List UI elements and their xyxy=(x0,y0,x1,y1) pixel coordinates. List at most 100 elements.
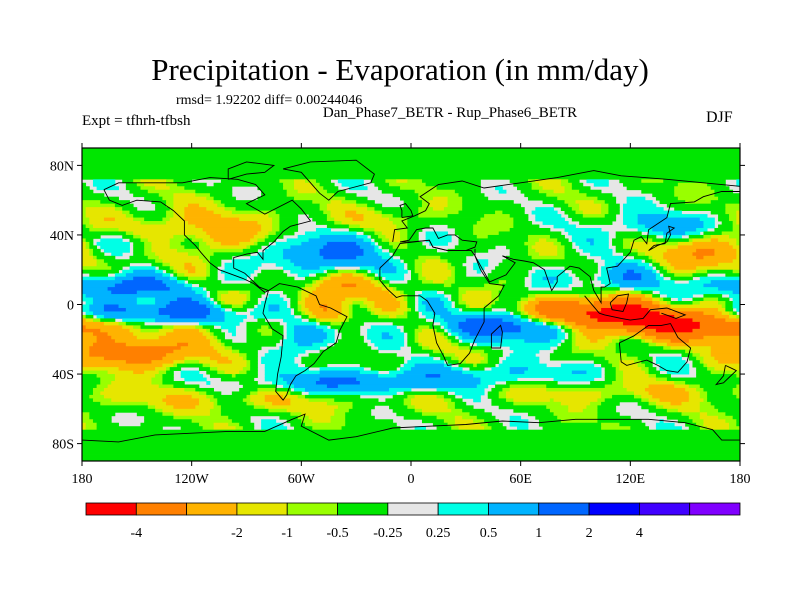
field-cell xyxy=(144,370,160,375)
field-cell xyxy=(144,248,152,253)
field-cell xyxy=(685,381,740,385)
field-cell xyxy=(407,266,416,271)
field-cell xyxy=(370,367,397,371)
field-cell xyxy=(400,196,419,201)
field-cell xyxy=(652,294,660,298)
field-cell xyxy=(586,370,602,375)
field-cell xyxy=(330,200,342,205)
field-cell xyxy=(133,234,141,239)
field-cell xyxy=(725,301,734,305)
field-cell xyxy=(601,290,617,295)
field-cell xyxy=(96,255,116,260)
field-cell xyxy=(96,426,163,431)
field-cell xyxy=(732,301,740,305)
field-cell xyxy=(239,422,255,427)
field-cell xyxy=(652,262,660,267)
colorbar-swatch xyxy=(689,502,741,516)
field-cell xyxy=(527,252,540,257)
field-cell xyxy=(304,179,317,184)
field-cell xyxy=(341,273,353,278)
field-cell xyxy=(480,217,514,222)
field-cell xyxy=(92,419,112,424)
field-cell xyxy=(520,314,529,319)
field-cell xyxy=(301,419,313,424)
field-cell xyxy=(220,405,255,410)
field-cell xyxy=(429,353,445,358)
field-cell xyxy=(575,273,595,278)
field-cell xyxy=(414,335,419,340)
field-cell xyxy=(290,297,299,302)
field-cell xyxy=(279,217,299,222)
field-cell xyxy=(188,342,211,347)
field-cell xyxy=(633,269,653,274)
field-cell xyxy=(454,415,463,420)
field-cell xyxy=(118,321,127,326)
field-cell xyxy=(403,398,412,403)
field-cell xyxy=(206,207,225,211)
field-cell xyxy=(118,367,156,371)
field-cell xyxy=(418,207,434,211)
field-cell xyxy=(231,346,262,351)
field-cell xyxy=(608,342,617,347)
field-cell xyxy=(114,283,167,288)
field-cell xyxy=(381,335,394,340)
field-cell xyxy=(703,335,740,340)
field-cell xyxy=(608,294,646,298)
field-cell xyxy=(294,182,313,187)
field-cell xyxy=(82,276,116,281)
field-cell xyxy=(721,231,740,236)
field-cell xyxy=(549,280,554,285)
field-cell xyxy=(414,332,419,337)
field-cell xyxy=(82,408,156,413)
field-cell xyxy=(633,287,719,291)
field-cell xyxy=(177,280,185,285)
field-cell xyxy=(411,367,452,371)
field-cell xyxy=(443,290,459,295)
field-cell xyxy=(166,214,174,218)
field-cell xyxy=(82,290,112,295)
field-cell xyxy=(363,231,375,236)
field-cell xyxy=(82,154,740,159)
field-cell xyxy=(418,332,441,337)
field-cell xyxy=(231,332,236,337)
field-cell xyxy=(535,248,558,253)
field-cell xyxy=(725,203,740,208)
field-cell xyxy=(732,259,740,264)
field-cell xyxy=(688,356,697,361)
field-cell xyxy=(290,401,328,406)
field-cell xyxy=(392,245,408,250)
field-cell xyxy=(546,384,606,389)
field-cell xyxy=(568,214,584,218)
field-cell xyxy=(114,374,156,378)
field-cell xyxy=(729,241,737,246)
field-cell xyxy=(111,252,123,257)
field-cell xyxy=(557,238,569,243)
field-cell xyxy=(637,401,650,406)
field-cell xyxy=(396,374,427,378)
field-cell xyxy=(411,349,434,354)
field-cell xyxy=(582,283,595,288)
field-cell xyxy=(608,276,624,281)
field-cell xyxy=(677,196,719,201)
field-cell xyxy=(425,231,448,236)
field-cell xyxy=(721,311,730,316)
field-cell xyxy=(506,245,529,250)
field-cell xyxy=(155,297,178,302)
field-cell xyxy=(400,238,408,243)
field-cell xyxy=(421,179,481,184)
field-cell xyxy=(198,203,218,208)
field-cell xyxy=(213,210,233,215)
field-cell xyxy=(454,273,467,278)
field-cell xyxy=(564,189,580,194)
field-cell xyxy=(341,182,364,187)
field-cell xyxy=(692,241,730,246)
colorbar-swatch xyxy=(538,502,590,516)
field-cell xyxy=(82,426,87,431)
field-cell xyxy=(633,394,642,399)
field-cell xyxy=(538,252,558,257)
field-cell xyxy=(268,231,277,236)
field-cell xyxy=(476,234,489,239)
field-cell xyxy=(162,356,185,361)
field-cell xyxy=(451,408,463,413)
field-cell xyxy=(155,276,171,281)
